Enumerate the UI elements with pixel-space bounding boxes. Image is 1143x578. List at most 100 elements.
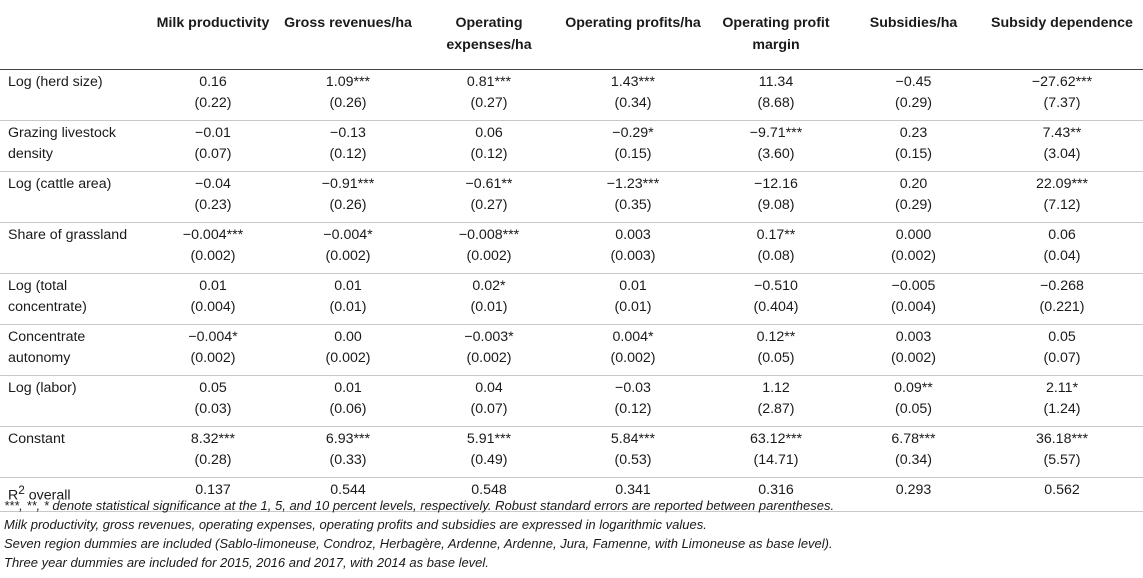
standard-error: (14.71)	[753, 452, 799, 469]
table-cell: −0.003* (0.002)	[418, 324, 560, 376]
standard-error: (1.24)	[1043, 401, 1081, 418]
table-cell: −9.71*** (3.60)	[706, 120, 846, 172]
header-operating-profits: Operating profits/ha	[560, 4, 706, 70]
header-blank	[0, 4, 148, 70]
coefficient: −9.71***	[749, 124, 803, 141]
table-cell: 0.09** (0.05)	[846, 375, 981, 427]
table-cell: 6.78*** (0.34)	[846, 426, 981, 478]
row-label: Log (cattle area)	[0, 171, 148, 223]
table-row: Log (herd size) 0.16 (0.22) 1.09*** (0.26) 0.…	[0, 69, 1143, 121]
r2-value: 0.293	[846, 477, 981, 513]
standard-error: (0.29)	[894, 197, 933, 214]
coefficient: 8.32***	[190, 430, 236, 447]
standard-error: (0.15)	[614, 146, 652, 163]
standard-error: (0.003)	[610, 248, 656, 265]
coefficient: 6.78***	[891, 430, 936, 447]
table-cell: 0.16 (0.22)	[148, 69, 278, 121]
row-label: Log (herd size)	[0, 69, 148, 121]
standard-error: (0.221)	[1039, 299, 1085, 316]
header-operating-expenses: Operating expenses/ha	[418, 4, 560, 70]
standard-error: (0.004)	[891, 299, 936, 316]
coefficient: −0.004*	[323, 226, 373, 243]
coefficient: 0.02*	[472, 277, 506, 294]
coefficient: 11.34	[758, 73, 794, 90]
standard-error: (0.002)	[610, 350, 656, 367]
table-cell: 0.01 (0.01)	[278, 273, 418, 325]
table-cell: −0.29* (0.15)	[560, 120, 706, 172]
standard-error: (0.08)	[757, 248, 795, 265]
coefficient: 0.000	[895, 226, 932, 243]
table-footnotes: ***, **, * denote statistical significan…	[4, 496, 1139, 572]
standard-error: (0.34)	[894, 452, 933, 469]
coefficient: 7.43**	[1042, 124, 1082, 141]
coefficient: 2.11*	[1045, 379, 1079, 396]
r2-value: 0.316	[706, 477, 846, 513]
standard-error: (0.12)	[329, 146, 367, 163]
coefficient: 0.04	[475, 379, 503, 396]
table-cell: 1.09*** (0.26)	[278, 69, 418, 121]
table-row: Share of grassland −0.004*** (0.002) −0.004…	[0, 222, 1143, 274]
header-subsidies: Subsidies/ha	[846, 4, 981, 70]
table-cell: 0.23 (0.15)	[846, 120, 981, 172]
standard-error: (0.53)	[614, 452, 652, 469]
table-cell: −0.004* (0.002)	[278, 222, 418, 274]
coefficient: −0.29*	[612, 124, 654, 141]
header-gross-revenues: Gross revenues/ha	[278, 4, 418, 70]
standard-error: (0.29)	[894, 95, 933, 112]
table-cell: −0.004*** (0.002)	[148, 222, 278, 274]
table-cell: −0.03 (0.12)	[560, 375, 706, 427]
standard-error: (0.01)	[329, 299, 367, 316]
standard-error: (0.26)	[329, 95, 367, 112]
coefficient: −0.008***	[458, 226, 520, 243]
table-row: Log (cattle area) −0.04 (0.23) −0.91*** (0.2…	[0, 171, 1143, 223]
coefficient: 0.16	[199, 73, 227, 90]
coefficient: −0.005	[891, 277, 936, 294]
coefficient: −12.16	[754, 175, 798, 192]
standard-error: (0.26)	[329, 197, 367, 214]
table-cell: −0.45 (0.29)	[846, 69, 981, 121]
standard-error: (0.002)	[466, 350, 512, 367]
standard-error: (0.002)	[891, 350, 936, 367]
header-subsidy-dependence: Subsidy dependence	[981, 4, 1143, 70]
table-cell: −0.13 (0.12)	[278, 120, 418, 172]
standard-error: (3.60)	[757, 146, 795, 163]
table-cell: 22.09*** (7.12)	[981, 171, 1143, 223]
table-cell: −0.61** (0.27)	[418, 171, 560, 223]
standard-error: (0.03)	[194, 401, 232, 418]
coefficient: −0.13	[330, 124, 366, 141]
table-cell: 0.81*** (0.27)	[418, 69, 560, 121]
standard-error: (0.12)	[614, 401, 652, 418]
footnote-log-values: Milk productivity, gross revenues, opera…	[4, 517, 707, 532]
table-cell: −0.008*** (0.002)	[418, 222, 560, 274]
table-cell: 36.18*** (5.57)	[981, 426, 1143, 478]
table-cell: 0.04 (0.07)	[418, 375, 560, 427]
table-cell: −0.91*** (0.26)	[278, 171, 418, 223]
standard-error: (7.12)	[1043, 197, 1081, 214]
coefficient: 1.12	[762, 379, 790, 396]
standard-error: (5.57)	[1043, 452, 1081, 469]
standard-error: (0.002)	[325, 350, 371, 367]
table-cell: 7.43** (3.04)	[981, 120, 1143, 172]
coefficient: 0.05	[199, 379, 227, 396]
table-cell: 0.000 (0.002)	[846, 222, 981, 274]
table-row: Log (total concentrate) 0.01 (0.004) 0.01 (0…	[0, 273, 1143, 325]
table-cell: −12.16 (9.08)	[706, 171, 846, 223]
table-cell: 0.003 (0.002)	[846, 324, 981, 376]
table-cell: 0.01 (0.06)	[278, 375, 418, 427]
header-milk-productivity: Milk productivity	[148, 4, 278, 70]
standard-error: (0.05)	[757, 350, 795, 367]
footnote-region-dummies: Seven region dummies are included (Sablo…	[4, 536, 833, 551]
coefficient: −0.01	[195, 124, 231, 141]
standard-error: (3.04)	[1043, 146, 1081, 163]
coefficient: 0.17**	[756, 226, 796, 243]
header-operating-profit-margin: Operating profit margin	[706, 4, 846, 70]
coefficient: −0.268	[1040, 277, 1084, 294]
table-cell: 0.01 (0.01)	[560, 273, 706, 325]
r2-label-main: R	[8, 487, 19, 504]
standard-error: (0.004)	[190, 299, 236, 316]
table-cell: 2.11* (1.24)	[981, 375, 1143, 427]
table-cell: 0.06 (0.04)	[981, 222, 1143, 274]
table-cell: 0.05 (0.03)	[148, 375, 278, 427]
footnote-significance: ***, **, * denote statistical significan…	[4, 498, 835, 513]
coefficient: 6.93***	[325, 430, 371, 447]
